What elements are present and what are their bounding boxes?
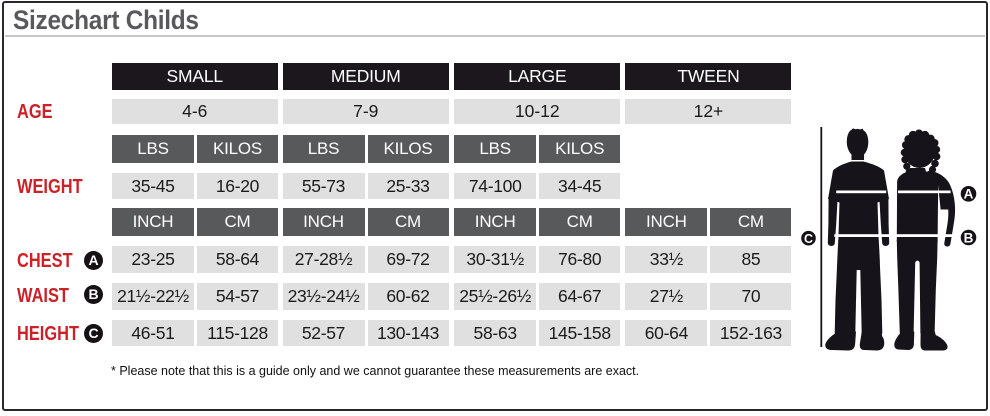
svg-text:C: C [804, 232, 813, 246]
svg-text:A: A [964, 187, 974, 202]
svg-text:B: B [964, 230, 974, 245]
